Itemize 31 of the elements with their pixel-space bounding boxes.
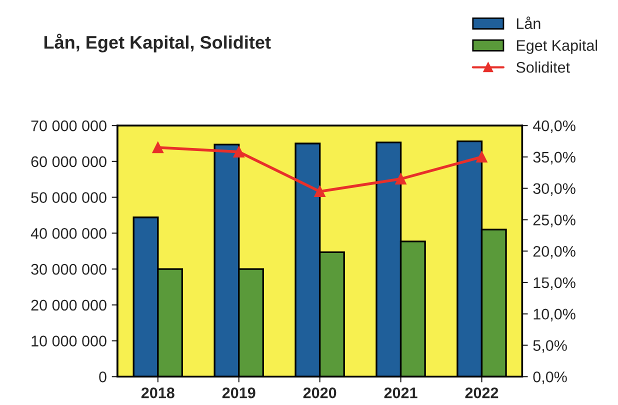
y2-tick-label: 10,0%: [534, 308, 576, 322]
y2-tick-label: 20,0%: [533, 246, 576, 259]
point: [476, 151, 488, 162]
y-tick-label: 60 000 000: [31, 156, 106, 168]
y-tick-label: 20 000 000: [31, 300, 106, 311]
y-tick-label: 70 000 000: [31, 120, 106, 132]
y2-tick-label: 40,0%: [532, 120, 576, 134]
legend-label: Eget Kapital: [516, 40, 598, 54]
y-tick-label: 0: [99, 372, 106, 382]
y2-tick-label: 5,0%: [533, 340, 567, 353]
y-tick-label: 40 000 000: [30, 228, 106, 239]
y2-tick-label: 35,0%: [533, 152, 576, 164]
x-tick-label: 2018: [141, 387, 174, 398]
point: [395, 173, 406, 184]
x-tick-label: 2021: [384, 387, 418, 398]
x-tick-label: 2022: [465, 387, 498, 398]
y-tick-label: 30 000 000: [31, 264, 106, 275]
y2-tick-label: 0,0%: [533, 372, 567, 384]
x-tick-label: 2019: [222, 387, 256, 398]
point: [152, 142, 164, 154]
y2-tick-label: 30,0%: [533, 183, 576, 196]
y-tick-label: 50 000 000: [31, 192, 106, 203]
chart-title: Lån, Eget Kapital, Soliditet: [44, 34, 271, 52]
y2-tick-label: 15,0%: [534, 277, 576, 290]
x-tick-label: 2020: [303, 387, 336, 398]
y2-tick-label: 25,0%: [533, 214, 576, 228]
y-tick-label: 10 000 000: [32, 336, 106, 346]
legend-label: Soliditet: [516, 62, 570, 73]
point: [314, 186, 326, 198]
legend-label: Lån: [516, 16, 540, 30]
point: [233, 146, 244, 158]
